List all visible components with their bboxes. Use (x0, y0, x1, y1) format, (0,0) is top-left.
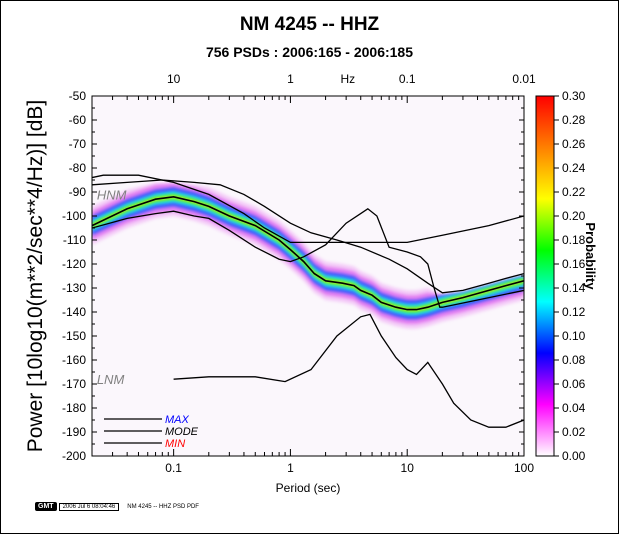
y-tick-label: -130 (62, 281, 86, 295)
annotation-lnm: LNM (97, 372, 125, 387)
y-tick-label: -90 (69, 185, 87, 199)
line-hnm (92, 174, 524, 244)
legend-label-min: MIN (165, 438, 185, 450)
colorbar (535, 95, 555, 457)
x-tick-label: 10 (401, 461, 415, 475)
y-tick-label: -160 (62, 353, 86, 367)
colorbar-tick-label: 0.06 (562, 377, 586, 391)
line-max (92, 179, 524, 294)
x-tick-label: 1 (287, 461, 294, 475)
colorbar-tick-label: 0.16 (562, 257, 586, 271)
x-top-tick-label: 1 (287, 72, 294, 86)
colorbar-tick-label: 0.28 (562, 113, 586, 127)
y-tick-label: -60 (69, 113, 87, 127)
y-tick-label: -150 (62, 329, 86, 343)
line-lnm (173, 313, 524, 428)
y-tick-label: -140 (62, 305, 86, 319)
colorbar-tick-label: 0.04 (562, 401, 586, 415)
colorbar-tick-label: 0.18 (562, 233, 586, 247)
colorbar-tick-label: 0.26 (562, 137, 586, 151)
x-top-tick-label: 10 (167, 72, 181, 86)
x-top-tick-label: 0.1 (399, 72, 416, 86)
chart-title: NM 4245 -- HHZ (239, 14, 380, 35)
x-top-tick-label: 0.01 (512, 72, 536, 86)
colorbar-tick-label: 0.30 (562, 89, 586, 103)
y-tick-label: -70 (69, 137, 87, 151)
line-min (92, 207, 524, 308)
y-tick-label: -100 (62, 209, 86, 223)
x-top-axis-label: Hz (340, 72, 355, 86)
colorbar-tick-label: 0.22 (562, 185, 586, 199)
footer-caption: NM 4245 -- HHZ PSD PDF (127, 504, 199, 510)
y-tick-label: -190 (62, 425, 86, 439)
legend-label-max: MAX (165, 414, 190, 426)
x-tick-label: 100 (514, 461, 534, 475)
line-mode (92, 195, 524, 311)
pdf-band-yellow (92, 195, 524, 311)
y-tick-label: -50 (69, 89, 87, 103)
colorbar-tick-label: 0.00 (562, 449, 586, 463)
y-tick-label: -180 (62, 401, 86, 415)
y-tick-label: -170 (62, 377, 86, 391)
colorbar-tick-label: 0.24 (562, 161, 586, 175)
y-axis-label: Power [10log10(m**2/sec**4/Hz)] [dB] (24, 100, 47, 453)
gmt-logo: GMT (35, 502, 57, 511)
colorbar-tick-label: 0.20 (562, 209, 586, 223)
colorbar-tick-label: 0.14 (562, 281, 586, 295)
legend-label-mode: MODE (165, 426, 199, 438)
timestamp: 2006 Jul 6 08:04:46 (58, 503, 120, 511)
colorbar-label: Probability (583, 222, 598, 290)
colorbar-tick-label: 0.10 (562, 329, 586, 343)
colorbar-tick-label: 0.12 (562, 305, 586, 319)
footer: GMT 2006 Jul 6 08:04:46 NM 4245 -- HHZ PSD… (35, 502, 199, 511)
colorbar-tick-label: 0.02 (562, 425, 586, 439)
x-axis-label: Period (sec) (276, 481, 341, 495)
chart-subtitle: 756 PSDs : 2006:165 - 2006:185 (205, 44, 414, 60)
x-tick-label: 0.1 (165, 461, 182, 475)
y-tick-label: -80 (69, 161, 87, 175)
y-tick-label: -110 (63, 233, 86, 247)
y-tick-label: -200 (62, 449, 86, 463)
annotation-hnm: HNM (97, 187, 127, 202)
y-tick-label: -120 (62, 257, 86, 271)
pdf-band-magenta (92, 183, 524, 324)
colorbar-tick-label: 0.08 (562, 353, 586, 367)
